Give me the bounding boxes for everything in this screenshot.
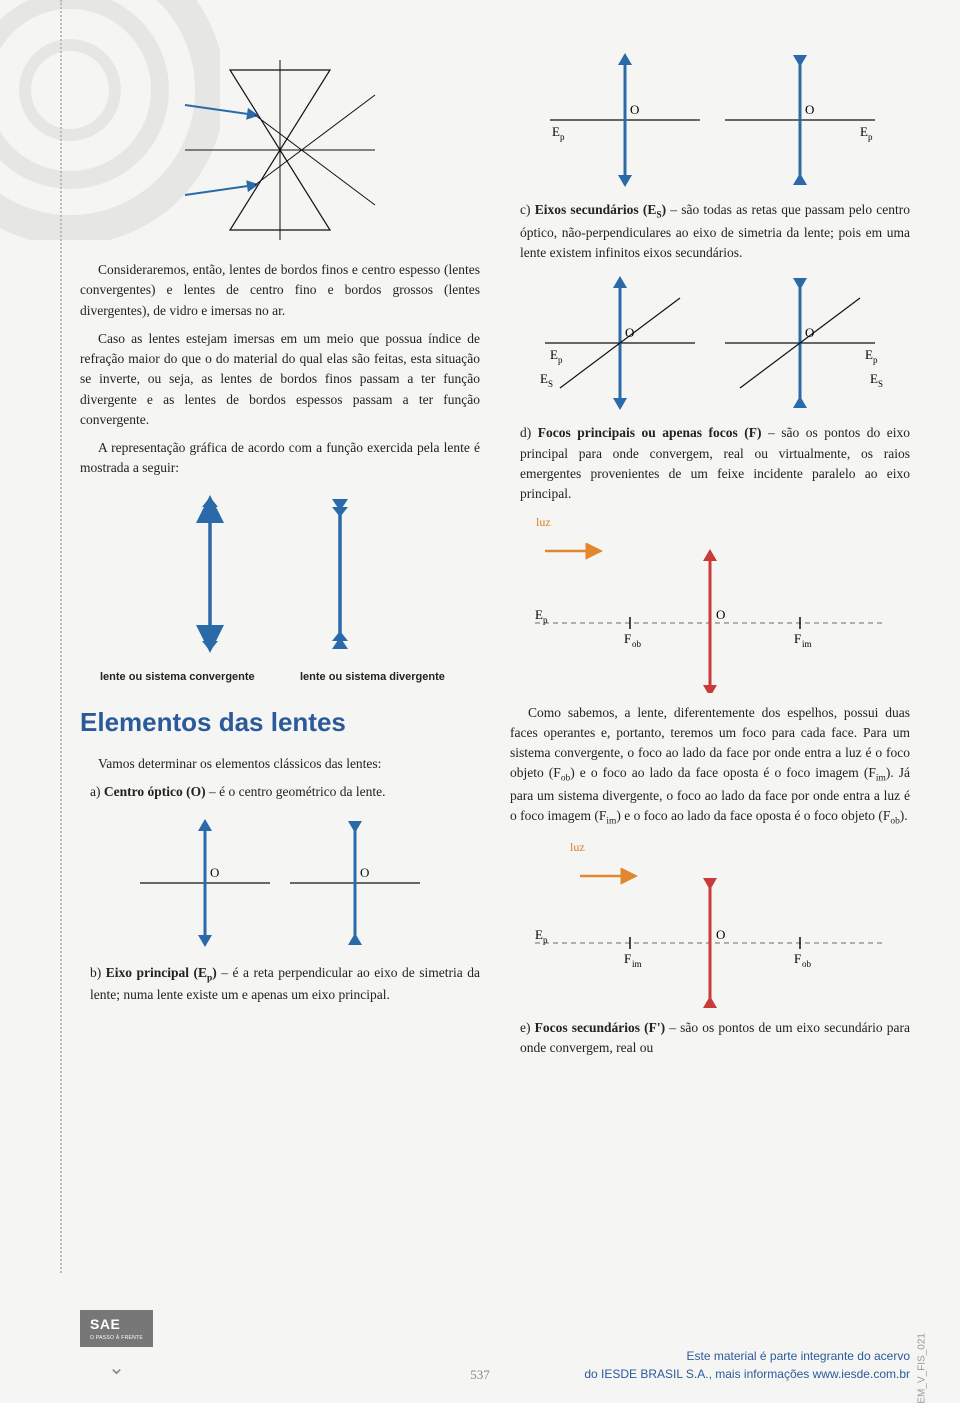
item-a: a) Centro óptico (O) – é o centro geomét… (90, 782, 480, 802)
left-column: Consideraremos, então, lentes de bordos … (80, 40, 480, 1066)
svg-text:F: F (624, 631, 631, 646)
svg-text:p: p (873, 355, 878, 365)
svg-text:p: p (868, 132, 873, 142)
svg-text:E: E (865, 347, 873, 362)
svg-text:O: O (210, 865, 219, 880)
svg-text:p: p (558, 355, 563, 365)
svg-text:O: O (805, 102, 814, 117)
lens-symbol-pair (80, 489, 480, 659)
svg-text:p: p (543, 615, 548, 625)
svg-text:E: E (540, 371, 548, 386)
svg-text:O: O (630, 102, 639, 117)
svg-text:O: O (805, 325, 814, 340)
side-code: EM_V_FIS_021 (915, 1333, 930, 1403)
chevron-down-icon: ⌄ (80, 1353, 153, 1383)
svg-text:F: F (794, 951, 801, 966)
svg-text:O: O (360, 865, 369, 880)
luz-label-2: luz (570, 837, 910, 857)
svg-text:E: E (535, 927, 543, 942)
center-optic-diagram: O O (80, 813, 480, 953)
svg-text:F: F (624, 951, 631, 966)
section-title-elementos: Elementos das lentes (80, 703, 480, 742)
para-rep: A representação gráfica de acordo com a … (80, 438, 480, 479)
svg-text:S: S (548, 379, 553, 389)
focus-converging-diagram: Ep O Fob Fim (510, 543, 910, 693)
svg-text:S: S (878, 379, 883, 389)
svg-text:p: p (560, 132, 565, 142)
page-number: 537 (470, 1365, 490, 1385)
footer-acervo: Este material é parte integrante do acer… (584, 1347, 910, 1383)
svg-text:ob: ob (802, 959, 812, 969)
svg-text:E: E (550, 347, 558, 362)
focus-diverging-diagram: Ep O Fim Fob (510, 868, 910, 1008)
svg-text:O: O (716, 607, 725, 622)
svg-text:F: F (794, 631, 801, 646)
item-b: b) Eixo principal (Ep) – é a reta perpen… (90, 963, 480, 1006)
item-e: e) Focos secundários (F') – são os ponto… (520, 1018, 910, 1059)
sae-logo: SAE O PASSO À FRENTE (80, 1310, 153, 1347)
item-d: d) Focos principais ou apenas focos (F) … (520, 423, 910, 504)
secondary-axis-diagram: O Ep ES O Ep ES (510, 273, 910, 413)
para-faces: Como sabemos, a lente, diferentemente do… (510, 703, 910, 830)
right-column: O Ep O Ep c) Eixos secundários (ES) – sã… (510, 40, 910, 1066)
svg-text:p: p (543, 935, 548, 945)
svg-text:E: E (870, 371, 878, 386)
svg-text:ob: ob (632, 639, 642, 649)
svg-text:O: O (716, 927, 725, 942)
svg-text:im: im (802, 639, 812, 649)
svg-text:E: E (552, 124, 560, 139)
svg-text:E: E (860, 124, 868, 139)
lens-symbol-captions: lente ou sistema convergente lente ou si… (80, 669, 480, 686)
item-c: c) Eixos secundários (ES) – são todas as… (520, 200, 910, 263)
para-case: Caso as lentes estejam imersas em um mei… (80, 329, 480, 430)
para-determine: Vamos determinar os elementos clássicos … (80, 754, 480, 774)
svg-text:E: E (535, 607, 543, 622)
para-consider: Consideraremos, então, lentes de bordos … (80, 260, 480, 321)
svg-text:O: O (625, 325, 634, 340)
svg-text:im: im (632, 959, 642, 969)
luz-label-1: luz (536, 512, 910, 532)
biconcave-lens-ray-diagram (80, 50, 480, 250)
footer-left: SAE O PASSO À FRENTE ⌄ (80, 1310, 153, 1383)
principal-axis-diagram: O Ep O Ep (510, 50, 910, 190)
